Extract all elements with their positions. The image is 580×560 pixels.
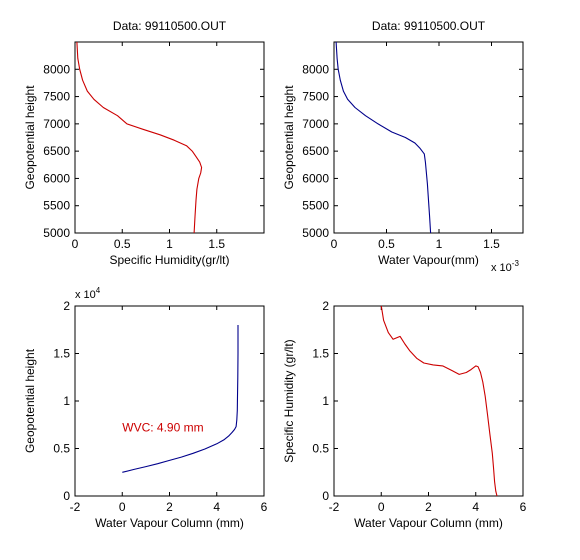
y-axis-label: Geopotential height bbox=[282, 85, 296, 190]
y-tick-label: 8000 bbox=[43, 62, 70, 76]
x-tick-label: 1 bbox=[436, 237, 443, 251]
y-tick-label: 2 bbox=[63, 299, 70, 313]
x-axis-label: Water Vapour(mm) bbox=[378, 253, 479, 267]
x-tick-label: 0.5 bbox=[378, 237, 395, 251]
y-tick-label: 5500 bbox=[302, 199, 329, 213]
y-axis-label: Geopotential height bbox=[23, 348, 37, 453]
chart-title: Data: 99110500.OUT bbox=[113, 19, 227, 33]
chart-1: 0 0.5 1 1.5 5000 5500 6000 6500 7000 7500 8000 Data… bbox=[23, 19, 265, 267]
x-axis-label: Water Vapour Column (mm) bbox=[354, 516, 503, 530]
x-tick-label: -2 bbox=[70, 500, 81, 514]
series-line-1 bbox=[380, 305, 498, 497]
y-tick-label: 0.5 bbox=[312, 442, 329, 456]
x-tick-label: 4 bbox=[472, 500, 479, 514]
x-tick-label: 2 bbox=[425, 500, 432, 514]
axes-box bbox=[333, 305, 524, 497]
y-tick-label: 7500 bbox=[43, 90, 70, 104]
x-axis-label: Water Vapour Column (mm) bbox=[95, 516, 244, 530]
chart-title: Data: 99110500.OUT bbox=[372, 19, 486, 33]
series-line-1 bbox=[335, 41, 432, 234]
x-tick-label: 4 bbox=[213, 500, 220, 514]
x-tick-label: 0 bbox=[331, 237, 338, 251]
axes-box bbox=[74, 41, 265, 234]
wvc-annotation: WVC: 4.90 mm bbox=[122, 420, 203, 434]
y-tick-label: 7000 bbox=[43, 117, 70, 131]
y-tick-label: 2 bbox=[322, 299, 329, 313]
y-tick-label: 1.5 bbox=[53, 347, 70, 361]
y-tick-label: 1 bbox=[322, 394, 329, 408]
y-tick-label: 7500 bbox=[302, 90, 329, 104]
y-tick-label: 0 bbox=[322, 489, 329, 503]
y-axis-exponent: x 104 bbox=[75, 286, 101, 301]
y-tick-label: 5000 bbox=[43, 226, 70, 240]
y-tick-label: 1 bbox=[63, 394, 70, 408]
y-axis-label: Geopotential height bbox=[23, 85, 37, 190]
x-tick-label: 0 bbox=[119, 500, 126, 514]
x-tick-label: -2 bbox=[329, 500, 340, 514]
x-tick-label: 0 bbox=[378, 500, 385, 514]
x-axis-label: Specific Humidity(gr/lt) bbox=[109, 253, 229, 267]
series-line-1 bbox=[122, 325, 239, 473]
x-tick-label: 6 bbox=[520, 500, 527, 514]
y-tick-label: 6000 bbox=[302, 171, 329, 185]
y-tick-label: 0 bbox=[63, 489, 70, 503]
x-tick-label: 0 bbox=[72, 237, 79, 251]
y-tick-label: 5000 bbox=[302, 226, 329, 240]
y-tick-label: 8000 bbox=[302, 62, 329, 76]
y-tick-label: 7000 bbox=[302, 117, 329, 131]
x-tick-label: 2 bbox=[166, 500, 173, 514]
y-tick-label: 6500 bbox=[43, 144, 70, 158]
y-tick-label: 1.5 bbox=[312, 347, 329, 361]
chart-2: 0 0.5 1 1.5 5000 5500 6000 6500 7000 7500 8000 Data… bbox=[282, 19, 524, 274]
x-tick-label: 0.5 bbox=[114, 237, 131, 251]
y-tick-label: 6000 bbox=[43, 171, 70, 185]
y-tick-label: 0.5 bbox=[53, 442, 70, 456]
y-axis-label: Specific Humidity (gr/lt) bbox=[282, 339, 296, 462]
series-line-1 bbox=[76, 41, 203, 234]
axes-box bbox=[74, 305, 265, 497]
x-tick-label: 1 bbox=[166, 237, 173, 251]
x-tick-label: 6 bbox=[261, 500, 268, 514]
y-tick-label: 6500 bbox=[302, 144, 329, 158]
y-tick-label: 5500 bbox=[43, 199, 70, 213]
x-tick-label: 1.5 bbox=[208, 237, 225, 251]
x-axis-exponent: x 10-3 bbox=[491, 259, 519, 274]
x-tick-label: 1.5 bbox=[483, 237, 500, 251]
